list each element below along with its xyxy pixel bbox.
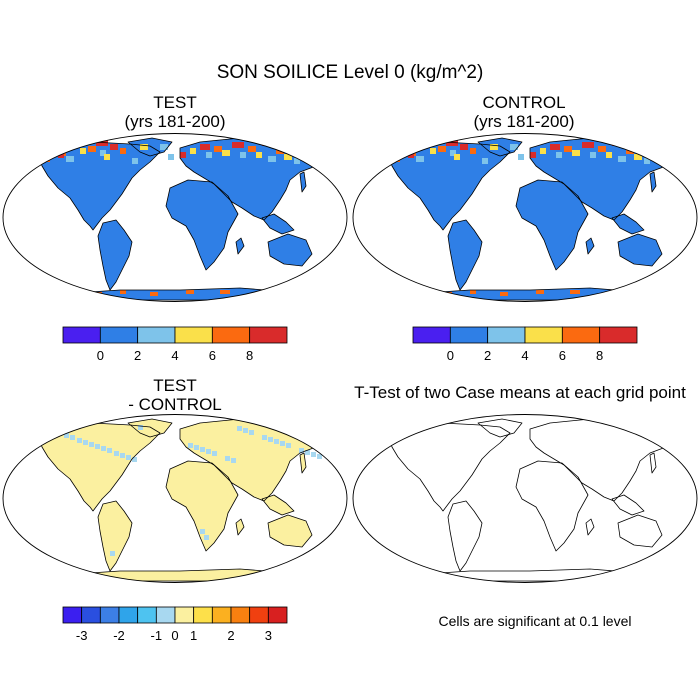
colorbar-swatch	[174, 606, 195, 624]
colorbar-tick-label: 4	[171, 348, 178, 363]
colorbar-swatch	[487, 326, 526, 344]
control-map-content	[352, 133, 698, 302]
control-colorbar: 0 2 4 6 8	[412, 326, 638, 363]
colorbar-tick-label: 6	[209, 348, 216, 363]
diff-map	[2, 414, 348, 583]
colorbar-tick-label: 8	[596, 348, 603, 363]
colorbar-swatch	[118, 606, 139, 624]
colorbar-swatch	[249, 326, 288, 344]
colorbar-tick-label: 0	[171, 628, 178, 643]
ttest-map-content	[352, 414, 698, 583]
colorbar-tick-label: 8	[246, 348, 253, 363]
figure-title: SON SOILICE Level 0 (kg/m^2)	[216, 62, 484, 83]
colorbar-tick-label: 2	[134, 348, 141, 363]
colorbar-swatch	[561, 326, 601, 344]
test-map	[2, 133, 348, 302]
diff-title-line1: TEST	[153, 376, 197, 395]
test-title-line2: (yrs 181-200)	[124, 112, 226, 131]
colorbar-swatch	[155, 606, 176, 624]
test-title-line1: TEST	[153, 93, 197, 112]
colorbar-swatch	[193, 606, 213, 624]
colorbar-swatch	[81, 606, 101, 624]
control-panel-title: CONTROL (yrs 181-200)	[424, 93, 624, 131]
colorbar-swatch	[62, 326, 101, 344]
significance-note: Cells are significant at 0.1 level	[438, 613, 632, 629]
test-map-content	[2, 133, 348, 302]
ttest-panel-title: T-Test of two Case means at each grid po…	[354, 383, 686, 402]
colorbar-tick-label: 3	[265, 628, 272, 643]
colorbar-tick-label: 2	[227, 628, 234, 643]
colorbar-swatch	[412, 326, 451, 344]
colorbar-swatch	[267, 606, 288, 624]
diff-map-content	[2, 414, 348, 583]
colorbar-tick-label: 6	[559, 348, 566, 363]
diff-colorbar-content: -3 -2 -1 0 1 2 3	[62, 606, 288, 643]
control-colorbar-content: 0 2 4 6 8	[412, 326, 638, 363]
colorbar-tick-label: 0	[447, 348, 454, 363]
ttest-map	[352, 414, 698, 583]
colorbar-tick-label: 0	[97, 348, 104, 363]
colorbar-swatch	[62, 606, 83, 624]
colorbar-swatch	[137, 326, 176, 344]
colorbar-swatch	[174, 326, 213, 344]
control-title-line2: (yrs 181-200)	[473, 112, 575, 131]
colorbar-swatch	[249, 606, 269, 624]
colorbar-swatch	[449, 326, 489, 344]
colorbar-swatch	[99, 326, 139, 344]
colorbar-swatch	[211, 606, 232, 624]
control-title-line1: CONTROL	[482, 93, 566, 112]
colorbar-tick-label: -3	[76, 628, 88, 643]
colorbar-tick-label: 2	[484, 348, 491, 363]
colorbar-swatch	[211, 326, 251, 344]
colorbar-swatch	[524, 326, 563, 344]
test-colorbar: 0 2 4 6 8	[62, 326, 288, 363]
colorbar-tick-label: -1	[151, 628, 163, 643]
diff-colorbar: -3 -2 -1 0 1 2 3	[62, 606, 288, 643]
control-map	[352, 133, 698, 302]
colorbar-tick-label: 1	[190, 628, 197, 643]
colorbar-tick-label: 4	[521, 348, 528, 363]
test-colorbar-content: 0 2 4 6 8	[62, 326, 288, 363]
colorbar-swatch	[99, 606, 120, 624]
colorbar-swatch	[230, 606, 251, 624]
colorbar-swatch	[137, 606, 157, 624]
colorbar-tick-label: -2	[113, 628, 125, 643]
diff-panel-title: TEST - CONTROL	[75, 376, 275, 414]
colorbar-swatch	[599, 326, 638, 344]
test-panel-title: TEST (yrs 181-200)	[75, 93, 275, 131]
diff-title-line2: - CONTROL	[128, 395, 222, 414]
